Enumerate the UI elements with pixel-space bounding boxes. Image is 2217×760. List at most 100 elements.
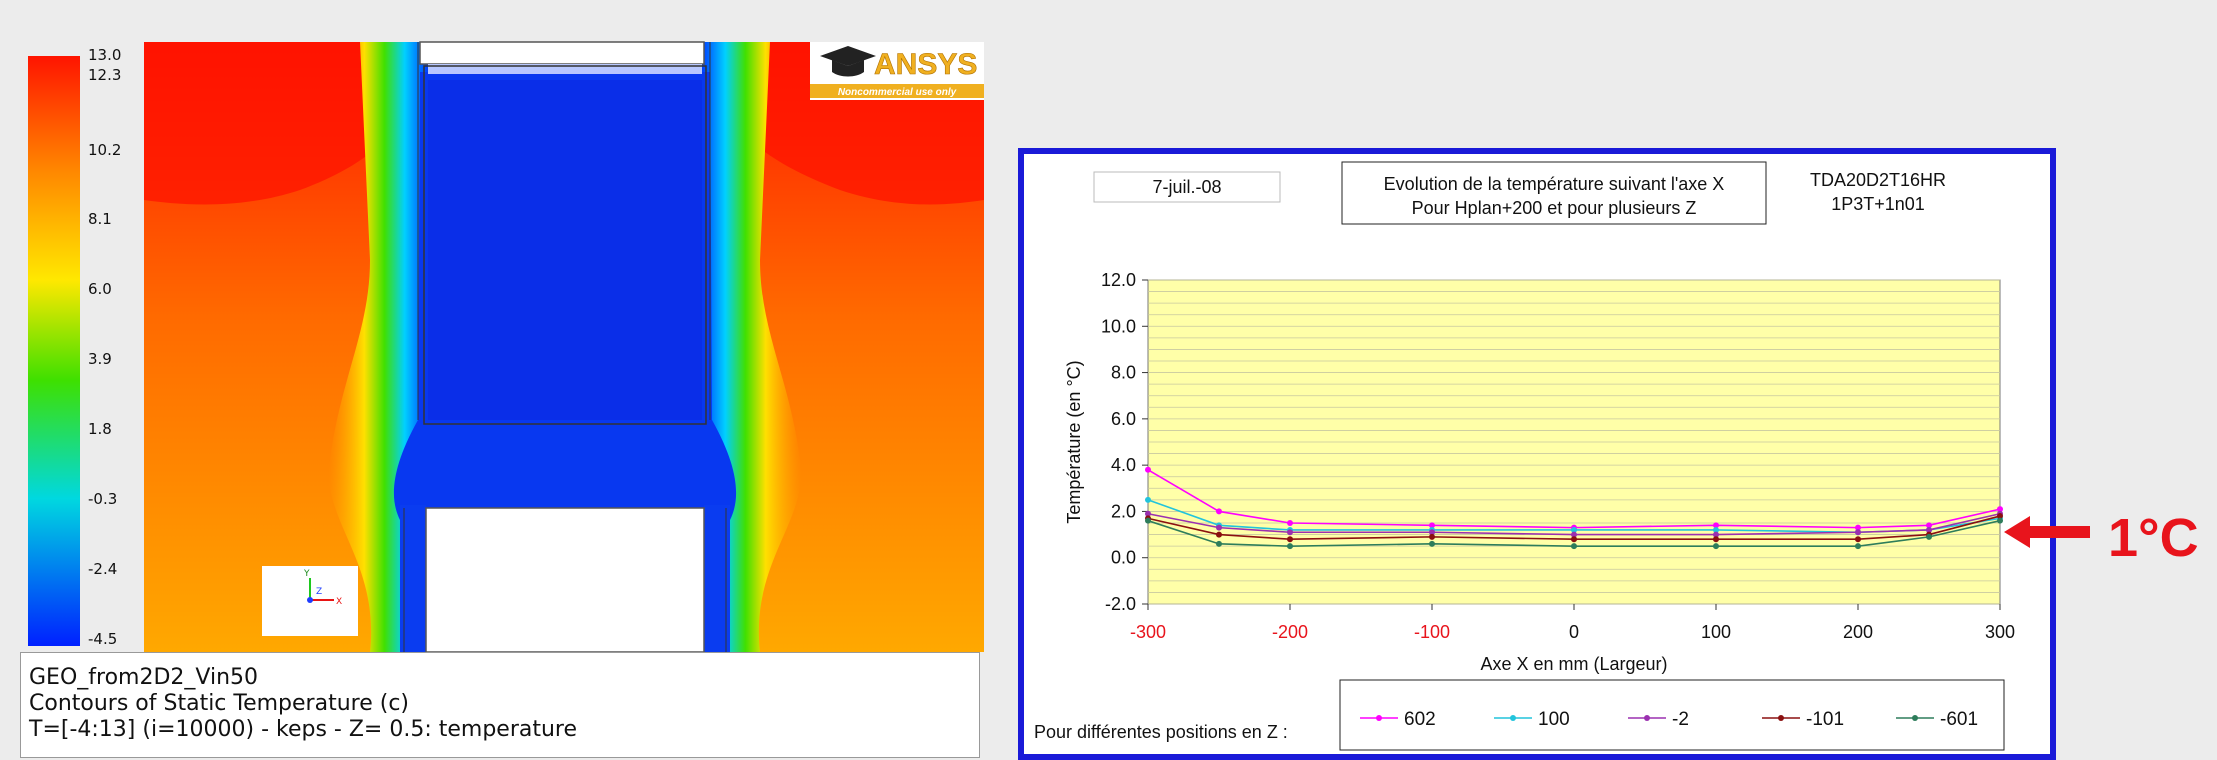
data-point [1429,529,1435,536]
colorbar-label: 6.0 [88,280,112,298]
axis-z-label: Z [316,587,322,597]
data-point [1287,520,1293,526]
date-label: 7-juil.-08 [1152,177,1221,197]
y-tick-label: 6.0 [1111,409,1136,429]
temperature-contour-plot: 13.0 12.3 10.2 8.1 6.0 3.9 1.8 -0.3 -2.4… [28,41,984,653]
data-point [1571,531,1577,538]
x-tick-label: 200 [1843,622,1873,642]
legend-marker [1644,715,1650,721]
caption-line-3: T=[-4:13] (i=10000) - keps - Z= 0.5: tem… [29,717,578,742]
x-tick-label: -200 [1272,622,1308,642]
data-point [1145,496,1151,503]
data-point [1287,529,1293,536]
contour-field [144,41,984,653]
chart-title-line-2: Pour Hplan+200 et pour plusieurs Z [1412,198,1697,218]
x-ticks: -300 -200 -100 0 100 200 300 [1130,604,2015,642]
caption-line-2: Contours of Static Temperature (c) [29,691,410,716]
data-point [1429,540,1435,547]
legend-label: -101 [1806,709,1844,730]
data-point [1713,543,1719,550]
data-point [1571,536,1577,543]
legend-marker [1912,715,1918,721]
code-line-1: TDA20D2T16HR [1810,170,1946,190]
y-tick-label: 2.0 [1111,501,1136,521]
date-box [1093,171,1281,203]
data-point [1997,517,2003,524]
data-point [1571,543,1577,550]
caption-line-1: GEO_from2D2_Vin50 [29,665,259,690]
data-point [1926,526,1932,533]
annotation-label: 1°C [2108,508,2199,568]
data-point [1429,533,1435,540]
legend-marker [1778,715,1784,721]
data-point [1926,533,1932,540]
code-line-2: 1P3T+1n01 [1831,194,1925,214]
x-tick-label: -100 [1414,622,1450,642]
colorbar-label: 10.2 [88,141,121,159]
chart-title-line-1: Evolution de la température suivant l'ax… [1384,174,1725,194]
legend-label: 602 [1404,709,1436,730]
y-tick-label: -2.0 [1105,594,1136,614]
data-point [1926,522,1932,529]
x-axis-label: Axe X en mm (Largeur) [1480,654,1667,674]
data-point [1216,508,1222,515]
data-point [1429,522,1435,529]
legend: 602 100 -2 -101 -601 [1360,709,1978,730]
y-axis-label: Température (en °C) [1064,360,1084,523]
ansys-logo: ANSYS Noncommercial use only [810,42,984,100]
colorbar-label: -0.3 [88,490,117,508]
legend-prefix: Pour différentes positions en Z : [1034,722,1288,742]
y-ticks: -2.0 0.0 2.0 4.0 6.0 8.0 10.0 12.0 [1101,270,1148,614]
temperature-line-chart: 7-juil.-08 Evolution de la température s… [1018,148,2056,760]
colorbar-label: 8.1 [88,210,112,228]
data-point [1997,513,2003,520]
series-lines [1145,466,2003,550]
colorbar-label: -4.5 [88,630,117,648]
data-point [1713,531,1719,538]
data-point [1145,517,1151,524]
data-point [1216,540,1222,547]
contour-caption: GEO_from2D2_Vin50 Contours of Static Tem… [20,652,980,758]
data-point [1145,510,1151,517]
x-tick-label: 300 [1985,622,2015,642]
svg-text:ANSYS: ANSYS [874,48,977,81]
data-point [1997,506,2003,513]
x-tick-label: 0 [1569,622,1579,642]
data-point [1145,466,1151,473]
data-point [1855,524,1861,531]
colorbar-labels: 13.0 12.3 10.2 8.1 6.0 3.9 1.8 -0.3 -2.4… [88,46,121,648]
colorbar-label: -2.4 [88,560,117,578]
legend-box [1339,679,2005,751]
colorbar-label: 1.8 [88,420,112,438]
data-point [1855,543,1861,550]
colorbar-label: 13.0 [88,46,121,64]
title-box [1341,161,1767,225]
legend-label: 100 [1538,709,1570,730]
y-tick-label: 0.0 [1111,548,1136,568]
legend-marker [1510,715,1516,721]
legend-label: -2 [1672,709,1689,730]
x-tick-label: -300 [1130,622,1166,642]
svg-text:Noncommercial use only: Noncommercial use only [838,87,957,98]
data-point [1713,526,1719,533]
y-tick-label: 12.0 [1101,270,1136,290]
legend-label: -601 [1940,709,1978,730]
data-point [1855,536,1861,543]
axis-triad: Y Z X [262,566,358,636]
data-point [1571,526,1577,533]
data-point [1216,531,1222,538]
axis-y-label: Y [303,569,310,579]
data-point [1287,543,1293,550]
legend-marker [1376,715,1382,721]
data-point [1855,529,1861,536]
y-tick-label: 10.0 [1101,316,1136,336]
axis-x-label: X [336,597,342,607]
x-tick-label: 100 [1701,622,1731,642]
data-point [1713,522,1719,529]
data-point [1216,524,1222,531]
data-point [1287,536,1293,543]
data-point [1713,536,1719,543]
y-tick-label: 8.0 [1111,363,1136,383]
arrow-icon [2004,516,2090,548]
colorbar-label: 12.3 [88,66,121,84]
